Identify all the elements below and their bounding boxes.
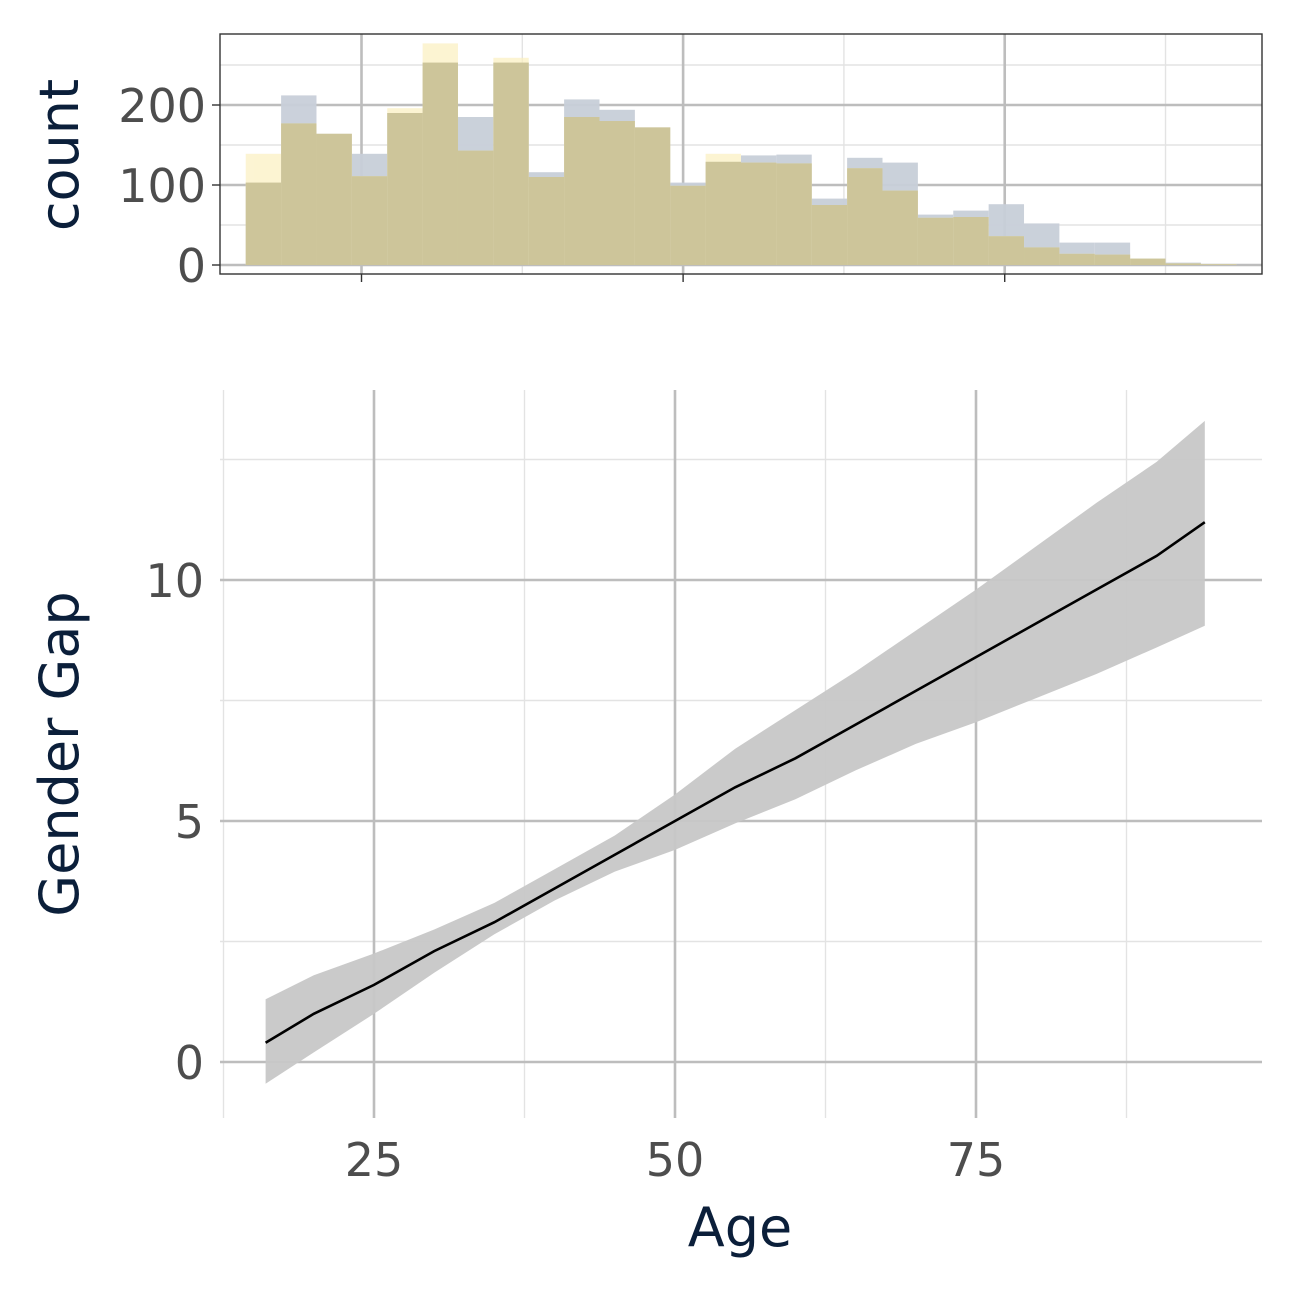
histogram-overlap-bar <box>564 117 600 265</box>
histogram-bars <box>245 43 1237 266</box>
histogram-overlap-bar <box>953 217 989 265</box>
histogram-overlap-bar <box>1130 258 1166 265</box>
histogram-overlap-bar <box>705 161 741 265</box>
histogram-overlap-bar <box>422 62 458 265</box>
main-x-tick-label: 75 <box>947 1133 1006 1187</box>
histogram-overlap-bar <box>776 163 812 265</box>
main-y-tick-label: 0 <box>175 1036 204 1090</box>
histogram-overlap-bar <box>811 205 848 265</box>
trend-line-group <box>264 521 1206 1044</box>
histogram-overlap <box>245 62 1237 266</box>
histogram-overlap-bar <box>245 182 282 265</box>
main-x-axis-title: Age <box>688 1196 792 1259</box>
histogram-overlap-bar <box>1200 264 1237 265</box>
histogram-overlap-bar <box>281 123 317 266</box>
main-x-tick-label: 25 <box>345 1133 404 1187</box>
histogram-overlap-bar <box>988 236 1025 265</box>
histogram-overlap-bar <box>528 177 565 265</box>
main-y-axis-title: Gender Gap <box>28 591 91 916</box>
histogram-frame <box>219 33 1263 275</box>
histogram-overlap-bar <box>1024 247 1060 265</box>
main-y-tick-label: 5 <box>175 795 204 849</box>
histogram-overlap-bar <box>1165 263 1201 265</box>
histogram-y-axis-title: count <box>28 79 91 231</box>
histogram-overlap-bar <box>847 168 883 265</box>
histogram-overlap-bar <box>634 127 671 266</box>
histogram-overlap-bar <box>917 217 954 265</box>
histogram-overlap-bar <box>599 121 635 265</box>
main-y-tick-label: 10 <box>145 554 204 608</box>
main-x-tick-label: 50 <box>646 1133 705 1187</box>
histogram-y-tick-label: 0 <box>177 239 206 293</box>
histogram-overlap-bar <box>457 150 494 265</box>
histogram-axes: 0 100 200 <box>118 33 1263 293</box>
histogram-overlap-bar <box>387 113 423 265</box>
histogram-overlap-bar <box>1094 254 1131 265</box>
main-axes: 25 50 75 0 5 10 <box>145 554 1005 1187</box>
histogram-overlap-bar <box>493 62 529 265</box>
confidence-ribbon <box>265 420 1205 1084</box>
histogram-overlap-bar <box>741 162 777 265</box>
histogram-y-tick-label: 200 <box>118 79 206 133</box>
histogram-overlap-bar <box>882 190 918 265</box>
confidence-ribbon-group <box>265 420 1205 1084</box>
histogram-y-tick-label: 100 <box>118 159 206 213</box>
histogram-overlap-bar <box>351 176 388 265</box>
histogram-overlap-bar <box>1059 253 1095 265</box>
histogram-overlap-bar <box>316 133 352 265</box>
trend-line <box>264 521 1206 1044</box>
histogram-overlap-bar <box>670 185 706 265</box>
